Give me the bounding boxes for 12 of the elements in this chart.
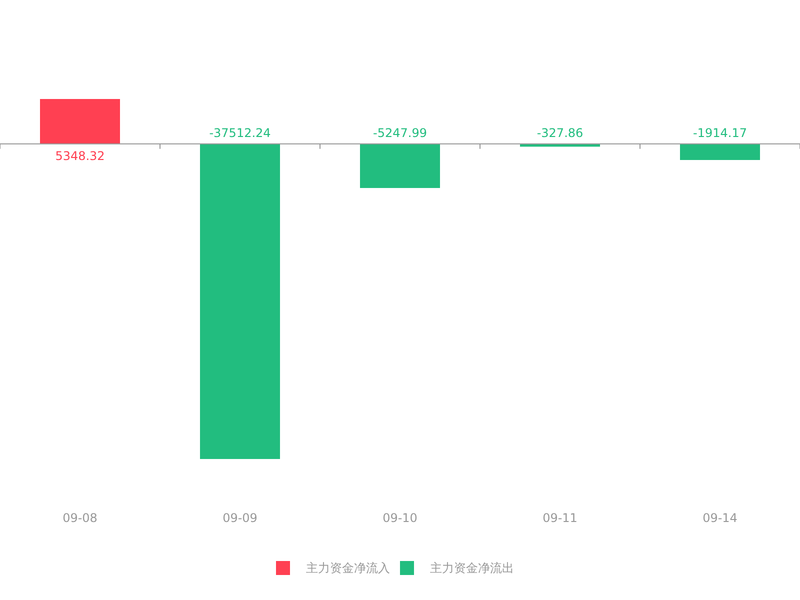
data-label: -1914.17	[693, 126, 747, 140]
data-label: -37512.24	[209, 126, 271, 140]
x-tick-label: 09-11	[542, 511, 578, 525]
x-tick-label: 09-10	[382, 511, 418, 525]
x-tick-label: 09-09	[222, 511, 258, 525]
data-label: 5348.32	[55, 148, 105, 163]
data-label: -327.86	[536, 126, 584, 140]
legend-label: 主力资金净流入	[306, 561, 390, 575]
legend-label: 主力资金净流出	[430, 561, 514, 575]
x-tick-label: 09-08	[62, 511, 98, 525]
x-tick-label: 09-14	[702, 511, 738, 525]
data-label: -5247.99	[373, 126, 427, 140]
